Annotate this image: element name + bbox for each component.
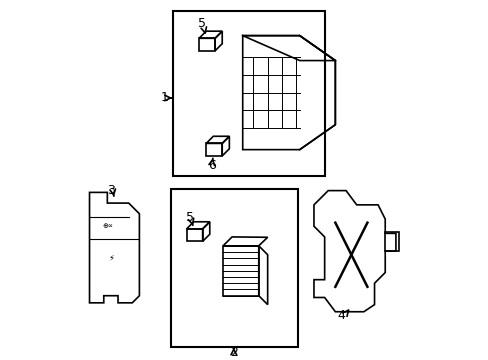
Bar [199, 38, 215, 51]
Text: ⚡: ⚡ [108, 253, 114, 262]
Text: ⊕∝: ⊕∝ [102, 223, 113, 229]
Bar [223, 246, 258, 296]
Text: 6: 6 [207, 159, 215, 172]
Bar [186, 229, 202, 241]
Text: 2: 2 [229, 346, 237, 359]
Text: 5: 5 [186, 211, 194, 224]
Bar [206, 143, 222, 156]
Text: 1: 1 [160, 91, 168, 104]
Text: 3: 3 [107, 184, 115, 197]
Text: 5: 5 [197, 17, 205, 30]
Bar [171, 189, 297, 347]
Text: 4: 4 [337, 309, 345, 322]
Bar [385, 231, 399, 251]
Bar [173, 11, 324, 176]
